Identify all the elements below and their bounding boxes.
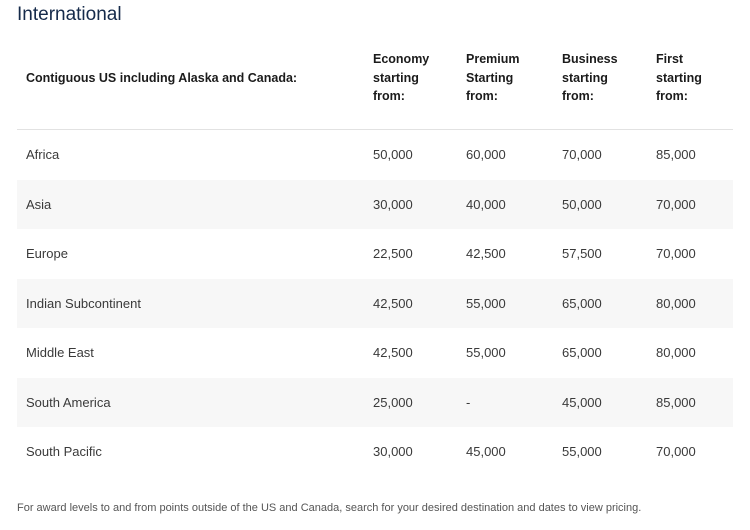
points-cell: 57,500 xyxy=(562,246,602,261)
points-cell: 70,000 xyxy=(656,196,696,212)
table-row: Asia 30,000 40,000 50,000 70,000 xyxy=(17,179,733,229)
table-row: Africa 50,000 60,000 70,000 85,000 xyxy=(17,130,733,180)
points-cell: 30,000 xyxy=(373,444,413,459)
points-cell: 42,500 xyxy=(373,295,413,311)
header-divider xyxy=(17,129,733,130)
table-row: South Pacific 30,000 45,000 55,000 70,000 xyxy=(17,427,733,477)
points-cell: 55,000 xyxy=(466,295,506,311)
region-cell: Middle East xyxy=(26,345,94,360)
region-cell: South America xyxy=(26,394,111,410)
points-cell: 80,000 xyxy=(656,295,696,311)
points-cell: 40,000 xyxy=(466,196,506,212)
points-cell: 70,000 xyxy=(656,246,696,261)
table-row: Europe 22,500 42,500 57,500 70,000 xyxy=(17,229,733,279)
points-cell: 50,000 xyxy=(373,147,413,162)
points-cell: 42,500 xyxy=(373,345,413,360)
column-header: Business starting from: xyxy=(562,52,618,103)
table-row: Middle East 42,500 55,000 65,000 80,000 xyxy=(17,328,733,378)
region-cell: Europe xyxy=(26,246,68,261)
points-cell: 45,000 xyxy=(466,444,506,459)
points-cell: 55,000 xyxy=(562,444,602,459)
points-cell: 65,000 xyxy=(562,345,602,360)
region-cell: Asia xyxy=(26,196,52,212)
points-cell: 50,000 xyxy=(562,196,602,212)
points-cell: 65,000 xyxy=(562,295,602,311)
column-header: First starting from: xyxy=(656,52,702,103)
column-header: Economy starting from: xyxy=(373,52,430,103)
region-cell: Indian Subcontinent xyxy=(26,295,141,311)
points-cell: - xyxy=(466,394,471,410)
points-cell: 70,000 xyxy=(656,444,696,459)
points-cell: 70,000 xyxy=(562,147,602,162)
points-cell: 55,000 xyxy=(466,345,506,360)
table-row: Indian Subcontinent 42,500 55,000 65,000 80,… xyxy=(17,278,733,328)
points-cell: 22,500 xyxy=(373,246,413,261)
points-cell: 85,000 xyxy=(656,394,696,410)
region-cell: Africa xyxy=(26,147,60,162)
column-header: Premium Starting from: xyxy=(466,52,520,103)
table-row: South America 25,000 - 45,000 85,000 xyxy=(17,377,733,427)
points-cell: 42,500 xyxy=(466,246,506,261)
points-cell: 60,000 xyxy=(466,147,506,162)
column-header: Contiguous US including Alaska and Canad… xyxy=(26,71,298,85)
points-cell: 85,000 xyxy=(656,147,696,162)
points-cell: 25,000 xyxy=(373,394,413,410)
page-title: International xyxy=(17,4,122,25)
region-cell: South Pacific xyxy=(26,444,102,459)
points-cell: 30,000 xyxy=(373,196,413,212)
points-cell: 80,000 xyxy=(656,345,696,360)
points-cell: 45,000 xyxy=(562,394,602,410)
footnote: For award levels to and from points outs… xyxy=(17,502,642,514)
